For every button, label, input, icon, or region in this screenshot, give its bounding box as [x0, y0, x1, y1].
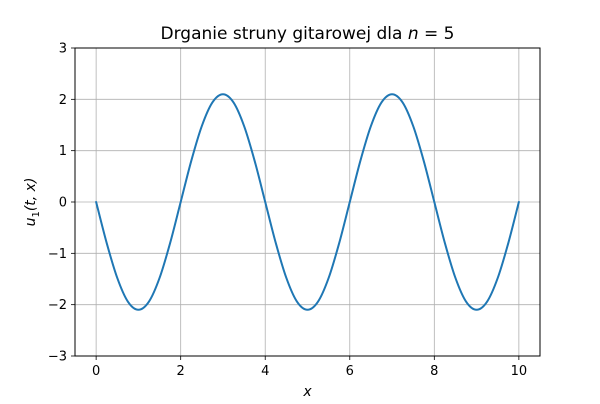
- chart-title: Drganie struny gitarowej dla n = 5: [161, 24, 455, 44]
- series-layer: [95, 93, 520, 311]
- chart-title-variable: n: [408, 24, 419, 44]
- x-axis-label: x: [302, 384, 312, 400]
- x-tick-label: 8: [430, 364, 438, 379]
- x-tick-label: 6: [346, 364, 354, 379]
- y-tick-label: 0: [59, 196, 67, 211]
- y-tick-label: −2: [48, 298, 67, 313]
- ticks: 0 2 4 6 8 10 −3 −2 −1 0 1 2 3: [48, 42, 527, 380]
- y-axis-label: u1(t, x): [23, 178, 42, 227]
- x-tick-label: 10: [511, 364, 528, 379]
- chart-title-text: Drganie struny gitarowej dla: [161, 24, 408, 44]
- x-tick-label: 0: [92, 364, 100, 379]
- y-tick-label: −1: [48, 247, 67, 262]
- y-axis-label-subscript: 1: [31, 211, 42, 217]
- x-tick-label: 2: [177, 364, 185, 379]
- series-line: [95, 93, 520, 311]
- y-axis-label-symbol: u: [23, 217, 39, 226]
- y-axis-label-args: (t, x): [23, 178, 39, 212]
- y-tick-label: 1: [59, 144, 67, 159]
- x-tick-label: 4: [261, 364, 269, 379]
- y-tick-label: −3: [48, 350, 67, 365]
- y-tick-label: 3: [59, 42, 67, 57]
- chart-title-equation: = 5: [419, 24, 455, 44]
- y-tick-label: 2: [59, 93, 67, 108]
